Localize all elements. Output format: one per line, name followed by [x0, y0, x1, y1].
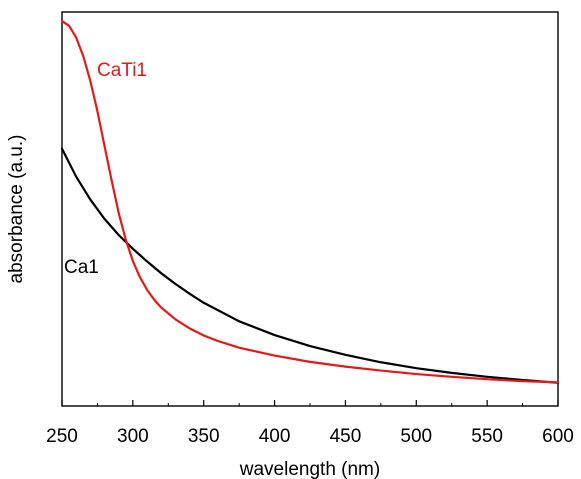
x-tick-label: 450: [330, 426, 362, 447]
x-tick-label: 500: [400, 426, 432, 447]
x-tick-label: 350: [188, 426, 220, 447]
series-line-cati1: [60, 19, 560, 384]
x-tick-label: 400: [259, 426, 291, 447]
x-tick-label: 250: [46, 426, 78, 447]
series-label-cati1: CaTi1: [97, 60, 147, 81]
x-tick-label: 550: [471, 426, 503, 447]
y-axis-title: absorbance (a.u.): [6, 135, 27, 284]
series-lines: [60, 19, 560, 384]
x-tick-label: 300: [117, 426, 149, 447]
series-line-ca1: [60, 147, 560, 384]
x-axis-ticks: 250 300 350 400 450 500 550 600: [46, 400, 574, 447]
x-tick-label: 600: [542, 426, 574, 447]
series-label-ca1: Ca1: [64, 257, 99, 278]
x-axis-title: wavelength (nm): [239, 459, 380, 479]
